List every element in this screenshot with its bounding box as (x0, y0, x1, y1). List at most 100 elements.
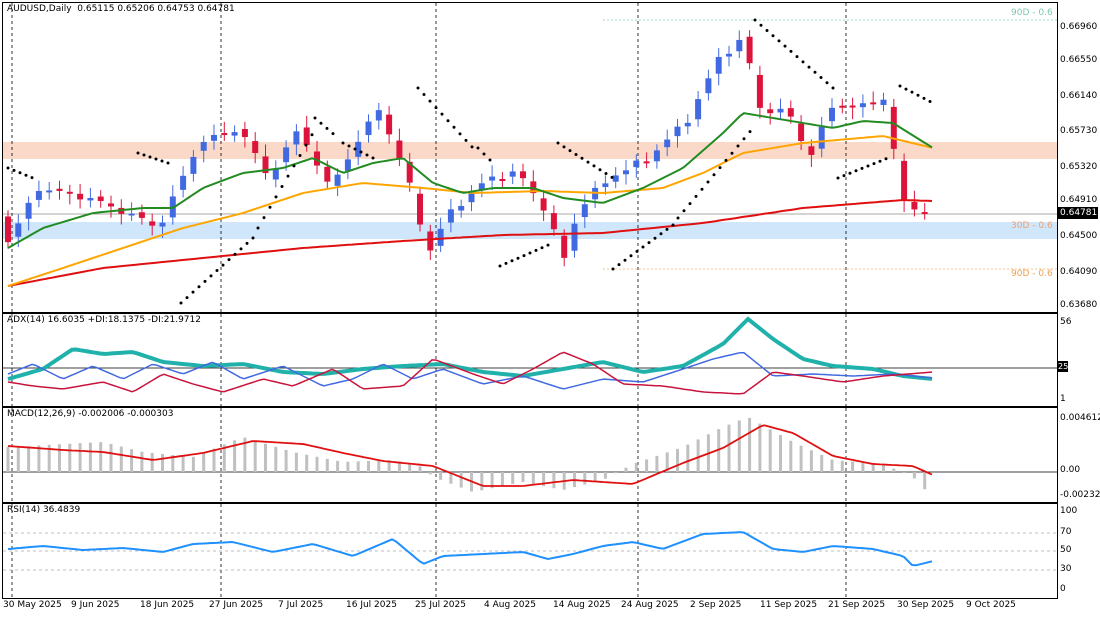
parabolic-sar-dot (341, 141, 345, 145)
macd-histogram-bar (171, 454, 175, 472)
parabolic-sar-dot (653, 236, 657, 240)
price-tick: 0.64500 (1060, 231, 1098, 241)
macd-histogram-bar (583, 472, 587, 485)
date-tick: 9 Jun 2025 (71, 600, 120, 610)
parabolic-sar-dot (574, 152, 578, 156)
macd-histogram-bar (88, 442, 92, 472)
parabolic-sar-dot (458, 132, 462, 136)
date-tick: 24 Aug 2025 (621, 600, 679, 610)
parabolic-sar-dot (688, 202, 692, 206)
macd-histogram-bar (500, 472, 504, 487)
price-pane[interactable]: AUDUSD,Daily 0.65115 0.65206 0.64753 0.6… (2, 2, 1058, 313)
candle-body (777, 108, 784, 113)
candle-body (417, 193, 423, 225)
macd-axis-tick: 0.004612 (1060, 413, 1100, 423)
parabolic-sar-dot (166, 161, 170, 165)
macd-histogram-bar (459, 472, 463, 488)
parabolic-sar-dot (245, 241, 249, 245)
parabolic-sar-dot (510, 259, 514, 263)
adx-pane[interactable]: ADX(14) 16.6035 +DI:18.1375 -DI:21.9712 (2, 313, 1058, 407)
parabolic-sar-dot (256, 226, 260, 230)
parabolic-sar-dot (142, 153, 146, 157)
parabolic-sar-dot (18, 171, 22, 175)
candle-body (602, 183, 609, 188)
parabolic-sar-dot (274, 195, 278, 199)
macd-histogram-bar (212, 448, 216, 472)
parabolic-sar-dot (700, 187, 704, 191)
macd-histogram-bar (686, 444, 690, 472)
candle-body (489, 176, 496, 181)
macd-histogram-bar (130, 449, 134, 472)
macd-histogram-bar (78, 443, 82, 472)
macd-pane[interactable]: MACD(12,26,9) -0.002006 -0.000303 (2, 407, 1058, 503)
candle-body (623, 170, 629, 175)
price-tick: 0.66960 (1060, 22, 1098, 32)
macd-histogram-bar (480, 472, 484, 491)
candle-body (231, 132, 238, 136)
parabolic-sar-dot (819, 76, 823, 80)
parabolic-sar-dot (665, 227, 669, 231)
parabolic-sar-dot (179, 301, 183, 305)
parabolic-sar-dot (227, 258, 231, 262)
parabolic-sar-dot (759, 23, 763, 27)
parabolic-sar-dot (422, 93, 426, 97)
macd-chart (3, 408, 1057, 502)
macd-histogram-bar (222, 444, 226, 472)
price-tick: 0.65320 (1060, 162, 1098, 172)
level-label-90d-top: 90D - 0.6 (1011, 8, 1053, 18)
candle-body (406, 161, 413, 183)
date-tick: 2 Sep 2025 (690, 600, 742, 610)
macd-histogram-bar (181, 456, 185, 472)
candle-body (870, 102, 877, 105)
macd-histogram-bar (387, 460, 391, 472)
macd-histogram-bar (871, 463, 875, 472)
rsi-pane[interactable]: RSI(14) 36.4839 (2, 503, 1058, 599)
macd-histogram-bar (27, 445, 31, 472)
parabolic-sar-dot (209, 274, 213, 278)
macd-histogram-bar (737, 420, 741, 472)
parabolic-sar-dot (568, 149, 572, 153)
price-axis[interactable]: 0.66960 0.66550 0.66140 0.65730 0.65320 … (1057, 0, 1100, 619)
parabolic-sar-dot (604, 172, 608, 176)
macd-histogram-bar (531, 472, 535, 485)
parabolic-sar-dot (353, 147, 357, 151)
macd-histogram-bar (253, 440, 257, 472)
support-zone (3, 222, 1057, 239)
parabolic-sar-dot (730, 151, 734, 155)
parabolic-sar-dot (598, 168, 602, 172)
parabolic-sar-dot (765, 28, 769, 32)
candle-body (880, 99, 887, 106)
macd-histogram-bar (346, 461, 350, 472)
macd-histogram-bar (912, 472, 916, 479)
date-tick: 9 Oct 2025 (966, 600, 1016, 610)
parabolic-sar-dot (221, 263, 225, 267)
macd-histogram-bar (315, 456, 319, 472)
candle-body (87, 198, 94, 201)
candle-body (200, 141, 207, 151)
date-tick: 30 May 2025 (3, 600, 62, 610)
candle-body (314, 151, 320, 166)
parabolic-sar-dot (592, 164, 596, 168)
adx-title: ADX(14) 16.6035 +DI:18.1375 -DI:21.9712 (7, 315, 201, 325)
candle-body (653, 150, 660, 162)
parabolic-sar-dot (280, 185, 284, 189)
candle-body (190, 156, 197, 174)
parabolic-sar-dot (671, 223, 675, 227)
candle-body (437, 228, 444, 246)
macd-histogram-bar (367, 460, 370, 472)
candle-body (458, 206, 465, 211)
parabolic-sar-dot (516, 256, 520, 260)
macd-histogram-bar (614, 472, 618, 474)
macd-histogram-bar (449, 472, 453, 484)
candle-body (128, 213, 135, 216)
parabolic-sar-dot (191, 290, 195, 294)
macd-histogram-bar (37, 445, 41, 472)
parabolic-sar-dot (470, 145, 474, 149)
parabolic-sar-dot (928, 99, 932, 103)
date-tick: 27 Jun 2025 (209, 600, 264, 610)
candle-body (715, 56, 722, 74)
candle-body (890, 106, 897, 149)
parabolic-sar-dot (676, 216, 680, 220)
candle-body (427, 231, 434, 251)
